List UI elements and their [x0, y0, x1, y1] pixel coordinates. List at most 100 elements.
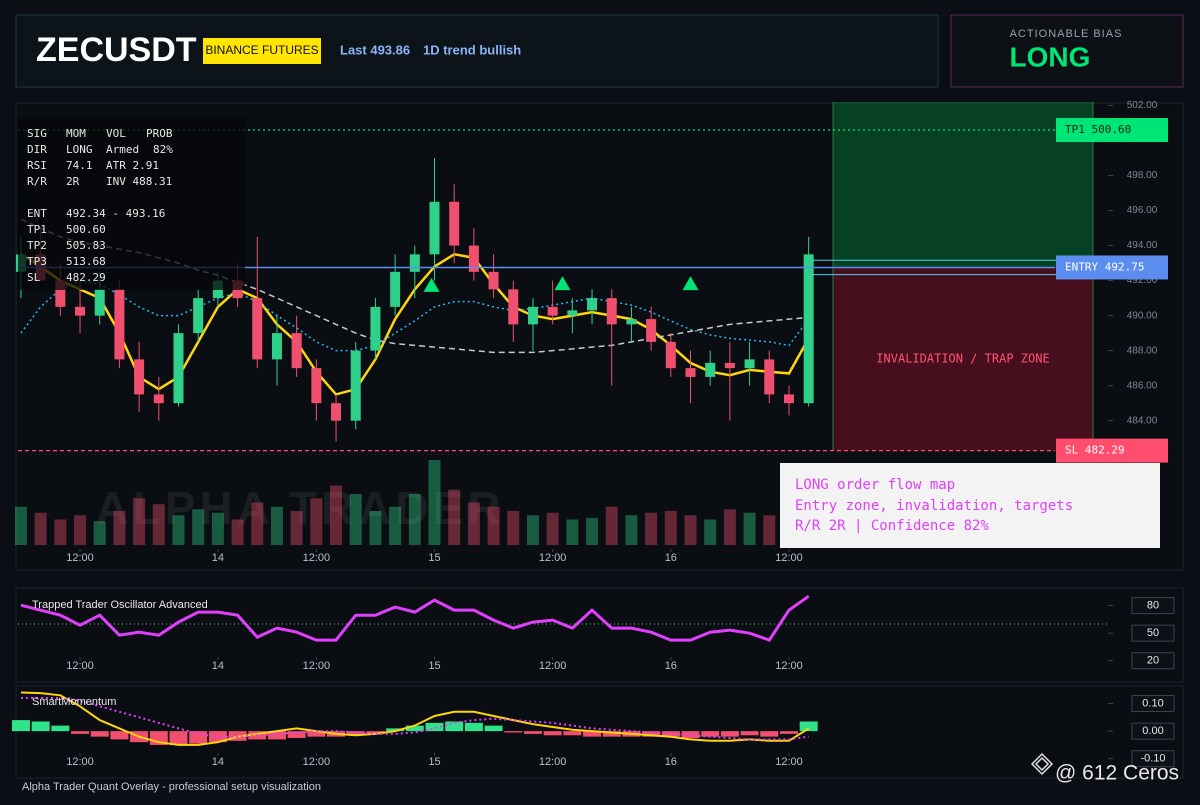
x-tick-label: 12:00 — [775, 552, 803, 564]
y-tick-label: 494.00 — [1127, 240, 1158, 251]
candle-body — [193, 298, 204, 334]
volume-bar — [645, 512, 658, 545]
x-tick-label: 15 — [428, 660, 440, 672]
y-tick-label: 484.00 — [1127, 415, 1158, 426]
volume-bar — [389, 506, 402, 545]
volume-bar — [270, 506, 283, 545]
info-cell: 505.83 — [66, 239, 106, 252]
y-tick-label: 488.00 — [1127, 345, 1158, 356]
info-cell: DIR — [27, 143, 47, 156]
volume-bar — [74, 515, 87, 545]
momentum-bar — [779, 731, 798, 734]
momentum-bar — [425, 722, 444, 732]
y-tick-label: 498.00 — [1127, 170, 1158, 181]
candle-body — [153, 394, 164, 404]
x-tick-label: 12:00 — [775, 660, 803, 672]
target-zone — [833, 102, 1093, 268]
volume-bar — [763, 515, 776, 545]
momentum-bar — [405, 725, 424, 732]
info-cell: PROB — [146, 127, 173, 140]
plot-layer: 12:00 14 12:00 15 12:00 16 12:00 484.00 486.00 48… — [11, 100, 1175, 768]
candle-body — [587, 298, 598, 311]
x-tick-label: 12:00 — [66, 756, 94, 768]
volume-bar — [14, 506, 27, 545]
info-cell: 2R — [66, 175, 80, 188]
momentum-bar — [661, 731, 680, 737]
y-tick-box — [1131, 722, 1175, 740]
volume-bar — [152, 504, 165, 545]
momentum-bar — [602, 731, 621, 737]
signal-marker — [554, 276, 571, 291]
x-tick-label: 12:00 — [303, 660, 331, 672]
momentum-bar — [464, 722, 483, 732]
info-cell: ENT — [27, 207, 47, 220]
momentum-bar — [760, 731, 779, 737]
volume-bar — [34, 512, 47, 545]
momentum-bar — [287, 731, 306, 739]
volume-bar — [743, 512, 756, 545]
credit-logo — [1030, 752, 1054, 776]
y-tick-label: 486.00 — [1127, 380, 1158, 391]
volume-bar — [723, 509, 736, 545]
candle-body — [705, 362, 716, 377]
volume-bar — [349, 494, 362, 545]
momentum-bar — [169, 731, 188, 745]
candle-body — [311, 368, 322, 404]
candle-body — [626, 319, 637, 325]
y-tick-label: 502.00 — [1127, 100, 1158, 111]
x-tick-label: 14 — [212, 756, 224, 768]
info-cell: 82% — [153, 143, 173, 156]
momentum-bar — [642, 731, 661, 737]
volume-bar — [54, 519, 67, 545]
zone-text: INVALIDATION / TRAP ZONE — [876, 352, 1049, 366]
candle-body — [724, 362, 735, 369]
momentum-bar — [484, 725, 503, 732]
candle-body — [567, 310, 578, 316]
momentum-bar — [563, 731, 582, 736]
momentum-bar — [543, 731, 562, 736]
candle-body — [449, 201, 460, 246]
annotation-box — [780, 463, 1160, 548]
x-tick-label: 14 — [212, 660, 224, 672]
momentum-line — [20, 691, 810, 746]
level-tag — [1056, 438, 1168, 463]
momentum-bar — [90, 731, 109, 737]
y-tick-box — [1131, 624, 1175, 642]
volume-bar — [133, 498, 146, 545]
momentum-bar — [386, 728, 405, 732]
candle-body — [390, 271, 401, 307]
candle-body — [331, 403, 342, 421]
info-cell: MOM — [66, 127, 86, 140]
candle-body — [547, 306, 558, 316]
candle-body — [252, 298, 263, 360]
volume-bar — [586, 517, 599, 545]
candle-body — [606, 298, 617, 325]
y-tick-box — [1131, 695, 1175, 713]
level-label: ENTRY 492.75 — [1065, 260, 1144, 273]
volume-bar — [566, 519, 579, 545]
bias-box — [950, 14, 1184, 88]
candle-body — [665, 341, 676, 369]
candle-body — [350, 350, 361, 421]
signal-marker — [682, 276, 699, 291]
momentum-bar — [71, 731, 90, 734]
invalidation-zone — [833, 267, 1093, 451]
oscillator-panel — [15, 587, 1184, 683]
x-tick-label: 12:00 — [303, 552, 331, 564]
momentum-bar — [267, 731, 286, 740]
momentum-bar — [504, 731, 523, 733]
momentum-bar — [583, 731, 602, 737]
panel-title: SmartMomentum — [32, 696, 116, 708]
volume-bar — [625, 515, 638, 545]
info-cell: TP3 — [27, 255, 47, 268]
x-tick-label: 14 — [212, 552, 224, 564]
x-tick-label: 12:00 — [66, 552, 94, 564]
info-cell: INV 488.31 — [106, 175, 172, 188]
momentum-bar — [31, 721, 50, 732]
annotation-line: Entry zone, invalidation, targets — [795, 498, 1073, 514]
candle-body — [75, 306, 86, 316]
y-tick-label: 80 — [1147, 600, 1159, 612]
volume-bar — [546, 512, 559, 545]
y-tick-label: 492.00 — [1127, 275, 1158, 286]
